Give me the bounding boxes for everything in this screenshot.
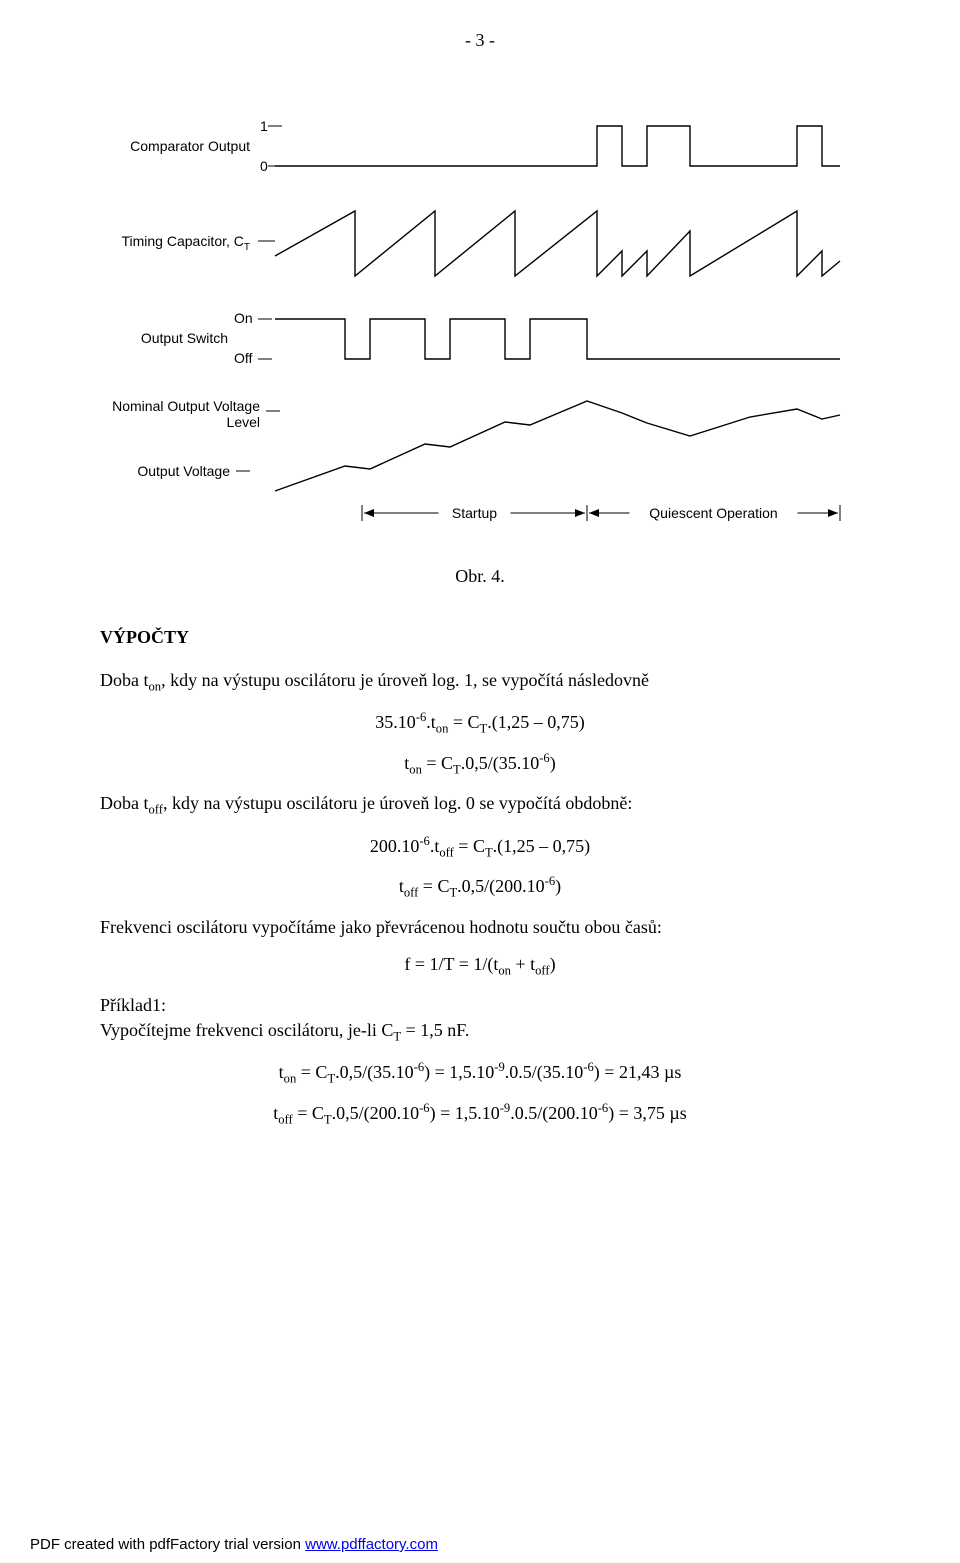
output-voltage-label: Output Voltage: [137, 463, 230, 479]
equation-1: 35.10-6.ton = CT.(1,25 – 0,75): [100, 710, 860, 737]
quiescent-phase: Quiescent Operation: [587, 505, 840, 521]
equation-2: ton = CT.0,5/(35.10-6): [100, 751, 860, 778]
output-switch-trace: [275, 319, 840, 359]
nominal-voltage-label2: Level: [227, 414, 260, 430]
equation-6: ton = CT.0,5/(35.10-6) = 1,5.10-9.0.5/(3…: [100, 1060, 860, 1087]
pdf-footer: PDF created with pdfFactory trial versio…: [30, 1536, 438, 1553]
output-switch-label: Output Switch: [141, 330, 228, 346]
paragraph-3: Frekvenci oscilátoru vypočítáme jako pře…: [100, 915, 860, 940]
timing-cap-trace: [275, 211, 840, 276]
footer-link[interactable]: www.pdffactory.com: [305, 1536, 438, 1553]
footer-text: PDF created with pdfFactory trial versio…: [30, 1536, 305, 1553]
example-label: Příklad1: Vypočítejme frekvenci osciláto…: [100, 993, 860, 1046]
comparator-level-1: 1: [260, 118, 268, 134]
paragraph-1: Doba ton, kdy na výstupu oscilátoru je ú…: [100, 668, 860, 696]
equation-3: 200.10-6.toff = CT.(1,25 – 0,75): [100, 834, 860, 861]
section-title: VÝPOČTY: [100, 627, 860, 648]
nominal-voltage-label: Nominal Output Voltage: [112, 398, 260, 414]
svg-text:Startup: Startup: [452, 505, 497, 521]
startup-phase: Startup: [362, 505, 587, 521]
timing-diagram: Comparator Output 1 0 Timing Capacitor, …: [100, 71, 860, 531]
equation-5: f = 1/T = 1/(ton + toff): [100, 954, 860, 979]
figure-caption: Obr. 4.: [100, 566, 860, 587]
timing-cap-label: Timing Capacitor, CT: [121, 233, 250, 253]
output-voltage-trace: [275, 401, 840, 491]
paragraph-2: Doba toff, kdy na výstupu oscilátoru je …: [100, 791, 860, 819]
switch-off-label: Off: [234, 350, 253, 366]
equation-4: toff = CT.0,5/(200.10-6): [100, 874, 860, 901]
svg-text:Quiescent Operation: Quiescent Operation: [649, 505, 777, 521]
comparator-label: Comparator Output: [130, 138, 250, 154]
comparator-level-0: 0: [260, 158, 268, 174]
switch-on-label: On: [234, 310, 253, 326]
comparator-trace: [275, 126, 840, 166]
equation-7: toff = CT.0,5/(200.10-6) = 1,5.10-9.0.5/…: [100, 1101, 860, 1128]
page-number: - 3 -: [100, 30, 860, 51]
